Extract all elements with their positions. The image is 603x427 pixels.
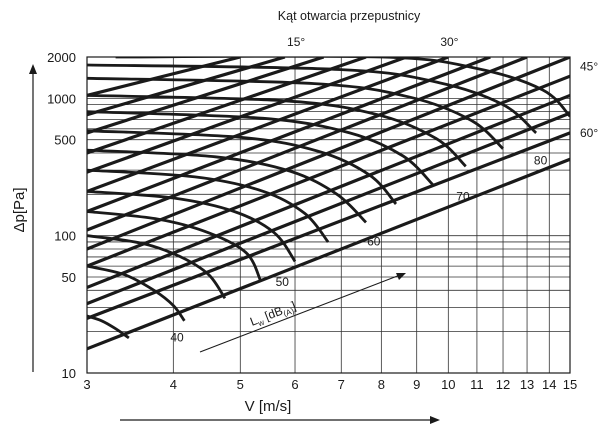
sound-level-curve: [87, 210, 262, 282]
plot-frame: [86, 56, 571, 374]
pressure-line: [87, 57, 367, 155]
x-tick-label: 4: [170, 377, 177, 392]
sound-level-label: 80: [534, 153, 548, 167]
damper-angle-label: 45°: [580, 60, 598, 74]
sound-level-arrow: [199, 274, 401, 353]
x-tick-label: 11: [470, 377, 484, 392]
y-tick-label: 100: [54, 229, 76, 244]
sound-level-curve: [87, 314, 130, 340]
pressure-line: [87, 93, 570, 289]
sound-level-curve: [87, 168, 330, 243]
y-tick-label: 2000: [47, 50, 76, 65]
pressure-line: [87, 57, 325, 135]
damper-angle-label: 15°: [287, 35, 305, 49]
sound-level-curve: [87, 234, 227, 300]
x-tick-label: 8: [378, 377, 385, 392]
pressure-lines: [87, 57, 570, 351]
sound-level-curves: [87, 57, 570, 340]
y-tick-label: 500: [54, 133, 76, 148]
pressure-line: [87, 74, 570, 268]
sound-level-curve: [87, 190, 297, 263]
sound-level-label: 40: [170, 330, 184, 344]
pressure-line: [87, 131, 570, 320]
pressure-line: [87, 57, 491, 213]
x-tick-label: 7: [338, 377, 345, 392]
x-tick-label: 14: [542, 377, 556, 392]
x-tick-labels: 3 4 5 6 7 8 9 10 11 12 13 14 15: [83, 377, 577, 392]
pressure-line: [87, 157, 570, 351]
sound-level-labels: 40 50 60 70 80: [170, 153, 547, 344]
y-tick-label: 50: [62, 270, 76, 285]
pressure-line: [87, 57, 408, 174]
sound-level-arrow-label: Lw [dB(A)]: [248, 299, 298, 331]
sound-level-label: 70: [456, 190, 470, 204]
chart-title: Kąt otwarcia przepustnicy: [278, 9, 421, 23]
sound-level-curve: [87, 63, 538, 134]
x-axis-label: V [m/s]: [245, 398, 292, 415]
sound-level-curve: [87, 76, 504, 150]
sound-level-arrowhead: [396, 273, 406, 280]
x-tick-label: 10: [441, 377, 455, 392]
sound-level-curve: [115, 57, 570, 118]
damper-angle-label: 60°: [580, 126, 598, 140]
x-tick-label: 15: [563, 377, 577, 392]
damper-angle-label: 30°: [440, 35, 458, 49]
x-tick-label: 6: [291, 377, 298, 392]
x-tick-label: 12: [496, 377, 510, 392]
sound-level-curve: [87, 110, 434, 186]
x-tick-label: 5: [237, 377, 244, 392]
sound-level-curve: [87, 94, 467, 168]
sound-level-curve: [87, 129, 398, 205]
pressure-line: [87, 111, 570, 306]
pressure-line: [87, 57, 241, 97]
x-tick-label: 9: [413, 377, 420, 392]
damper-angle-labels: 15° 30° 45° 60°: [287, 35, 598, 140]
y-tick-label: 10: [62, 366, 76, 381]
pressure-line: [87, 57, 449, 193]
sound-level-label: 60: [367, 234, 381, 248]
sound-level-curve: [87, 148, 367, 224]
sound-level-curve: [87, 264, 186, 322]
x-tick-label: 13: [520, 377, 534, 392]
y-tick-labels: 10 50 100 500 1000 2000: [47, 50, 76, 381]
y-axis-label: Δp[Pa]: [11, 187, 28, 232]
x-tick-label: 3: [83, 377, 90, 392]
pressure-line: [87, 57, 570, 251]
y-axis-arrowhead: [29, 64, 37, 74]
x-axis-arrowhead: [430, 416, 440, 424]
sound-level-label: 50: [276, 275, 290, 289]
y-tick-label: 1000: [47, 91, 76, 106]
